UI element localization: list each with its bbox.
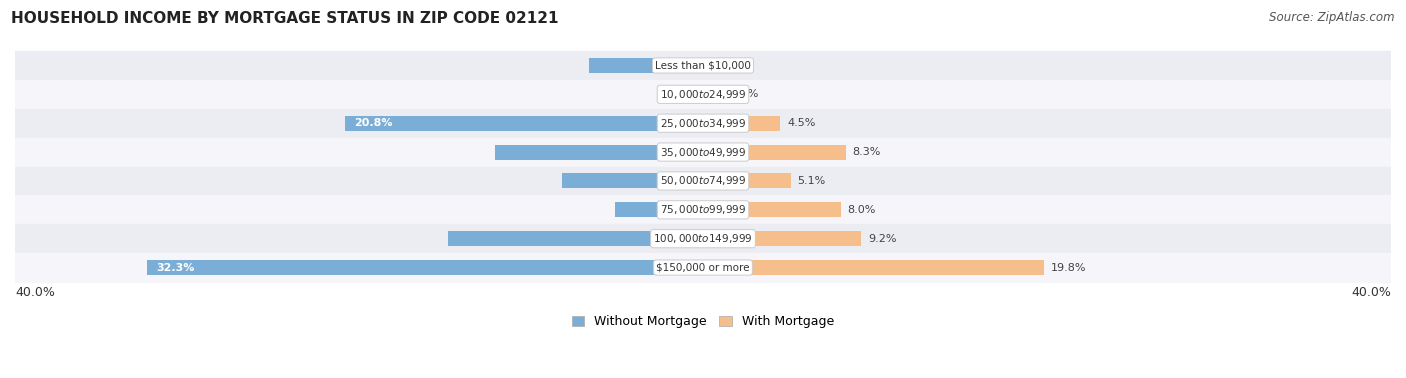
Text: 0.0%: 0.0%: [668, 89, 696, 99]
Bar: [15, 166, 1391, 195]
Text: 14.8%: 14.8%: [661, 234, 696, 244]
Bar: [495, 144, 703, 160]
Text: 8.2%: 8.2%: [668, 176, 696, 186]
Bar: [15, 224, 1391, 253]
Bar: [15, 51, 1391, 80]
Bar: [15, 253, 1391, 282]
Text: 1.2%: 1.2%: [731, 89, 759, 99]
Text: 0.0%: 0.0%: [710, 60, 738, 70]
Bar: [703, 174, 790, 189]
Bar: [703, 144, 846, 160]
Text: 4.5%: 4.5%: [787, 118, 815, 128]
Text: $150,000 or more: $150,000 or more: [657, 263, 749, 273]
Text: 19.8%: 19.8%: [1050, 263, 1085, 273]
Bar: [449, 231, 703, 246]
Text: $50,000 to $74,999: $50,000 to $74,999: [659, 174, 747, 187]
Text: 8.0%: 8.0%: [848, 205, 876, 215]
Text: HOUSEHOLD INCOME BY MORTGAGE STATUS IN ZIP CODE 02121: HOUSEHOLD INCOME BY MORTGAGE STATUS IN Z…: [11, 11, 558, 26]
Text: Less than $10,000: Less than $10,000: [655, 60, 751, 70]
Text: 12.1%: 12.1%: [661, 147, 696, 157]
Legend: Without Mortgage, With Mortgage: Without Mortgage, With Mortgage: [567, 310, 839, 333]
Bar: [589, 58, 703, 73]
Text: 32.3%: 32.3%: [156, 263, 194, 273]
Bar: [15, 80, 1391, 109]
Text: $10,000 to $24,999: $10,000 to $24,999: [659, 88, 747, 101]
Text: 40.0%: 40.0%: [15, 286, 55, 299]
Bar: [148, 260, 703, 275]
Bar: [703, 231, 862, 246]
Bar: [15, 138, 1391, 166]
Text: 20.8%: 20.8%: [354, 118, 392, 128]
Bar: [703, 260, 1043, 275]
Text: $100,000 to $149,999: $100,000 to $149,999: [654, 232, 752, 245]
Text: Source: ZipAtlas.com: Source: ZipAtlas.com: [1270, 11, 1395, 24]
Text: 6.6%: 6.6%: [668, 60, 696, 70]
Text: 9.2%: 9.2%: [868, 234, 897, 244]
Bar: [703, 116, 780, 131]
Bar: [15, 195, 1391, 224]
Bar: [616, 202, 703, 217]
Text: $35,000 to $49,999: $35,000 to $49,999: [659, 146, 747, 158]
Text: $75,000 to $99,999: $75,000 to $99,999: [659, 203, 747, 216]
Bar: [703, 87, 724, 102]
Bar: [703, 202, 841, 217]
Bar: [346, 116, 703, 131]
Text: 5.1%: 5.1%: [797, 176, 825, 186]
Bar: [562, 174, 703, 189]
Text: $25,000 to $34,999: $25,000 to $34,999: [659, 117, 747, 130]
Text: 5.1%: 5.1%: [668, 205, 696, 215]
Text: 8.3%: 8.3%: [852, 147, 882, 157]
Bar: [15, 109, 1391, 138]
Text: 40.0%: 40.0%: [1351, 286, 1391, 299]
